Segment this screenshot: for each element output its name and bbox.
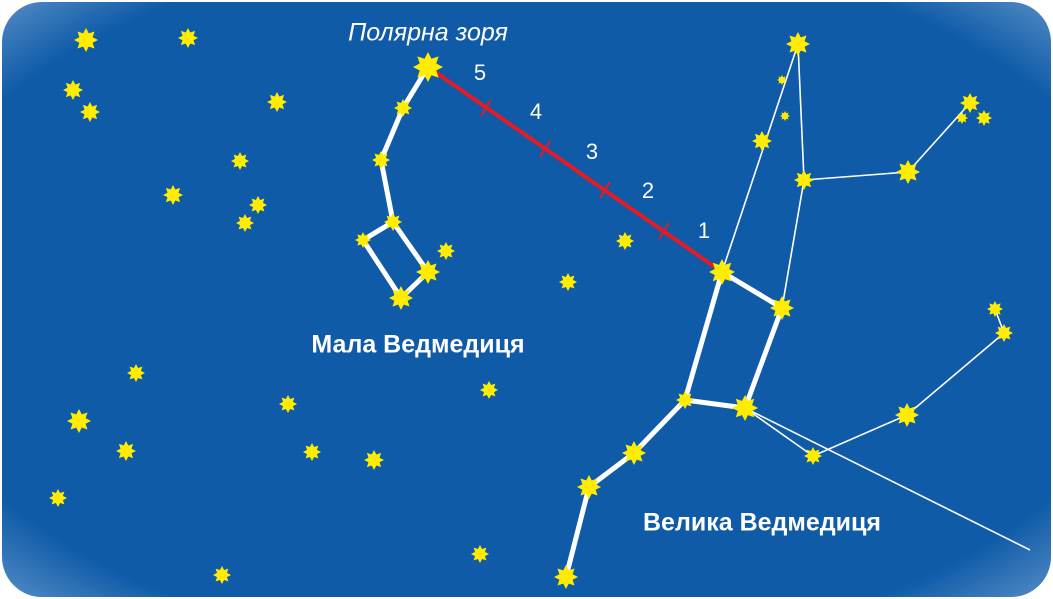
- star: [267, 92, 287, 112]
- star: [63, 80, 83, 100]
- star: [987, 301, 1003, 317]
- star: [355, 232, 371, 248]
- star: [213, 566, 231, 584]
- star: [471, 545, 489, 563]
- star: [709, 259, 735, 285]
- constellation-label: Велика Ведмедиця: [643, 509, 881, 537]
- page: {"title": "Полярна зоря", "constellation…: [0, 0, 1053, 599]
- star: [384, 213, 402, 231]
- star-map: Полярна зоря 5 4 3 2 1 Мала Ведмедиця Ве…: [0, 0, 1053, 599]
- star: [577, 475, 601, 499]
- star: [786, 32, 810, 56]
- star: [896, 160, 920, 184]
- star: [777, 75, 787, 85]
- star: [74, 28, 98, 52]
- star: [480, 381, 498, 399]
- star: [236, 214, 254, 232]
- star: [80, 102, 100, 122]
- scale-label: 3: [586, 139, 598, 164]
- star: [676, 391, 694, 409]
- star: [416, 260, 440, 284]
- star: [976, 110, 992, 126]
- star: [794, 170, 814, 190]
- star: [303, 443, 321, 461]
- star: [163, 185, 183, 205]
- star: [770, 296, 794, 320]
- star: [127, 364, 145, 382]
- star: [960, 93, 980, 113]
- star: [49, 489, 67, 507]
- star: [804, 447, 822, 465]
- star: [249, 196, 267, 214]
- scale-label: 5: [474, 60, 486, 85]
- star: [178, 28, 198, 48]
- constellation-label: Мала Ведмедиця: [311, 331, 524, 359]
- star: [780, 111, 790, 121]
- star: [559, 273, 577, 291]
- sky: [2, 2, 1051, 597]
- star: [279, 395, 297, 413]
- star: [389, 286, 413, 310]
- star: [372, 151, 390, 169]
- star: [732, 395, 758, 421]
- scale-label: 1: [698, 218, 710, 243]
- star: [67, 409, 91, 433]
- star: [752, 131, 772, 151]
- star: [364, 450, 384, 470]
- star: [437, 242, 455, 260]
- star: [116, 441, 136, 461]
- star: [554, 565, 578, 589]
- star: [231, 152, 249, 170]
- star: [394, 99, 412, 117]
- scale-label: 2: [642, 178, 654, 203]
- star: [995, 324, 1013, 342]
- star: [622, 441, 646, 465]
- scale-label: 4: [530, 99, 542, 124]
- star: [413, 52, 443, 82]
- star: [895, 403, 919, 427]
- polaris-label: Полярна зоря: [348, 19, 508, 47]
- star: [956, 112, 968, 124]
- star: [616, 232, 634, 250]
